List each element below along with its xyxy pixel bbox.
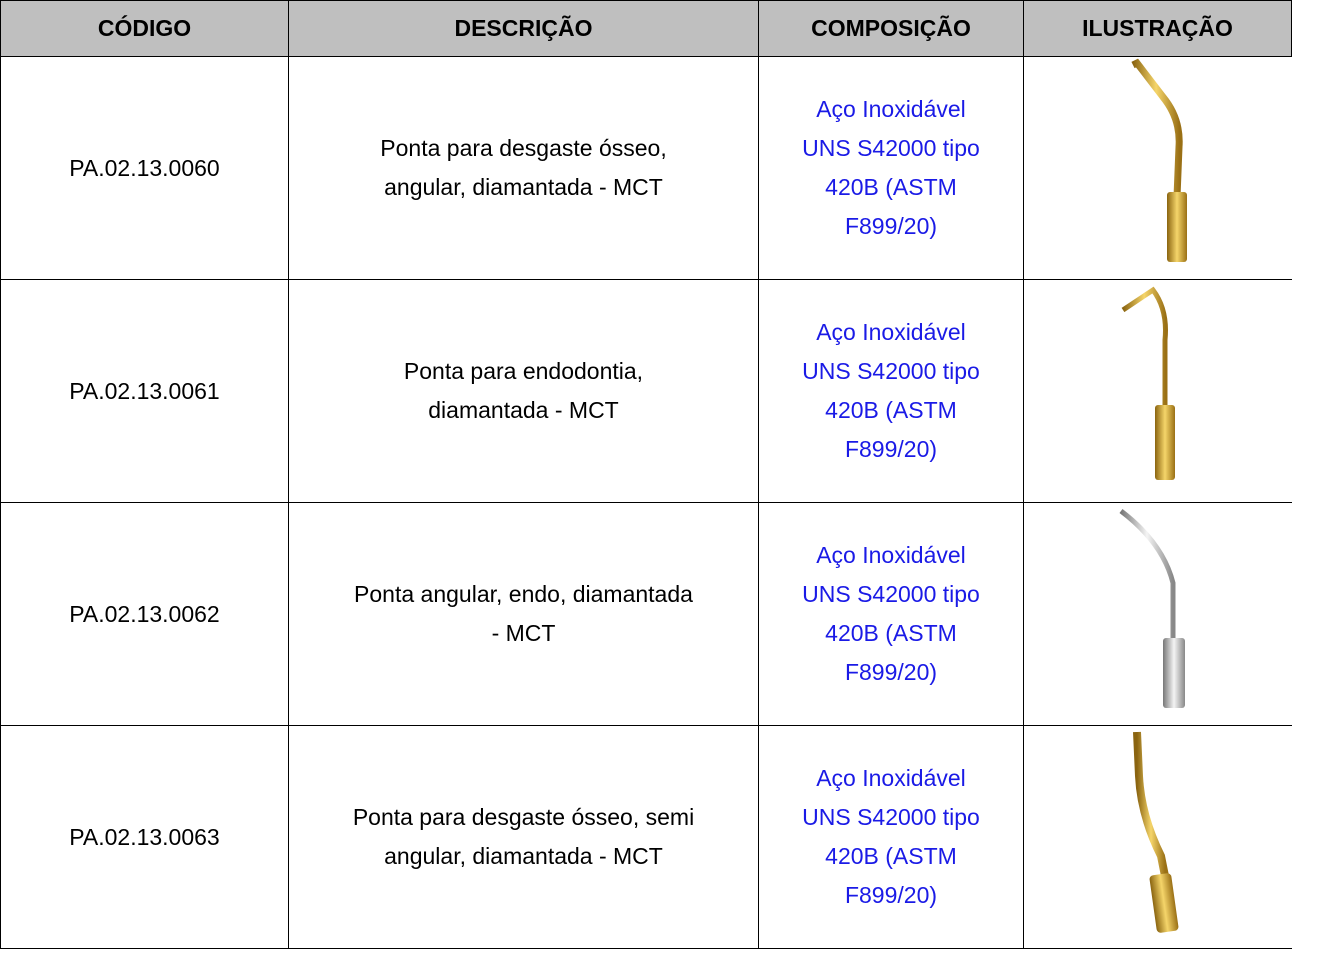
line: UNS S42000 tipo [802,135,980,161]
tip-illustration [1131,58,1187,262]
tip-illustration [1132,731,1179,933]
description-cell: Ponta para endodontia, diamantada - MCT [288,279,759,503]
composition-cell: Aço Inoxidável UNS S42000 tipo 420B (ASTM F… [758,725,1024,949]
line: UNS S42000 tipo [802,358,980,384]
tip-illustration [1121,286,1175,480]
header-cell: CÓDIGO [0,0,289,57]
line: angular, diamantada - MCT [384,174,663,200]
description-cell: Ponta angular, endo, diamantada - MCT [288,502,759,726]
line: Ponta para desgaste ósseo, [380,135,667,161]
line: Ponta para desgaste ósseo, semi [352,804,695,830]
line: UNS S42000 tipo [802,581,980,607]
header-cell: COMPOSIÇÃO [758,0,1024,57]
line: Ponta angular, endo, diamantada [354,581,693,607]
tip-illustration [1119,509,1185,708]
table-row: PA.02.13.0060 Ponta para desgaste ósseo, a… [0,56,1292,280]
line: 420B (ASTM [825,397,957,423]
description-cell: Ponta para desgaste ósseo, angular, diama… [288,56,759,280]
line: - MCT [491,620,556,646]
table-row: PA.02.13.0061 Ponta para endodontia, diama… [0,279,1292,503]
line: 420B (ASTM [825,843,957,869]
illustration-cell [1023,56,1292,280]
line: Aço Inoxidável [816,765,966,791]
line: UNS S42000 tipo [802,804,980,830]
line: F899/20) [844,659,938,685]
composition-cell: Aço Inoxidável UNS S42000 tipo 420B (ASTM F… [758,502,1024,726]
line: 420B (ASTM [825,620,957,646]
line: Aço Inoxidável [816,319,966,345]
code-cell: PA.02.13.0060 [0,56,289,280]
table-row: PA.02.13.0062 Ponta angular, endo, diaman… [0,502,1292,726]
table-row: PA.02.13.0063 Ponta para desgaste ósseo, … [0,725,1292,949]
composition-cell: Aço Inoxidável UNS S42000 tipo 420B (ASTM F… [758,56,1024,280]
line: F899/20) [844,882,938,908]
illustration-cell [1023,502,1292,726]
code-cell: PA.02.13.0062 [0,502,289,726]
line: F899/20) [844,436,938,462]
description-cell: Ponta para desgaste ósseo, semi angular, … [288,725,759,949]
illustration-cell [1023,279,1292,503]
line: F899/20) [844,213,938,239]
code-cell: PA.02.13.0061 [0,279,289,503]
header-cell: ILUSTRAÇÃO [1023,0,1292,57]
line: 420B (ASTM [825,174,957,200]
line: diamantada - MCT [428,397,619,423]
code-cell: PA.02.13.0063 [0,725,289,949]
line: Aço Inoxidável [816,96,966,122]
header-row: CÓDIGO DESCRIÇÃO COMPOSIÇÃO ILUSTRAÇÃO [0,0,1292,57]
line: angular, diamantada - MCT [384,843,663,869]
line: Aço Inoxidável [816,542,966,568]
composition-cell: Aço Inoxidável UNS S42000 tipo 420B (ASTM F… [758,279,1024,503]
illustration-cell [1023,725,1292,949]
line: Ponta para endodontia, [403,358,644,384]
product-table: CÓDIGO DESCRIÇÃO COMPOSIÇÃO ILUSTRAÇÃO PA.0… [0,0,1292,949]
header-cell: DESCRIÇÃO [288,0,759,57]
